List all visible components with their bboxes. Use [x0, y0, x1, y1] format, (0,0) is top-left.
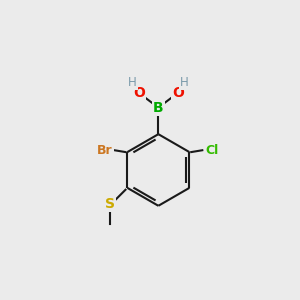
Text: S: S: [105, 197, 115, 211]
Text: Br: Br: [97, 144, 112, 157]
Text: O: O: [133, 85, 145, 100]
Text: O: O: [172, 85, 184, 100]
Text: B: B: [153, 100, 164, 115]
Text: H: H: [180, 76, 189, 89]
Text: Cl: Cl: [206, 144, 219, 157]
Text: H: H: [128, 76, 136, 89]
